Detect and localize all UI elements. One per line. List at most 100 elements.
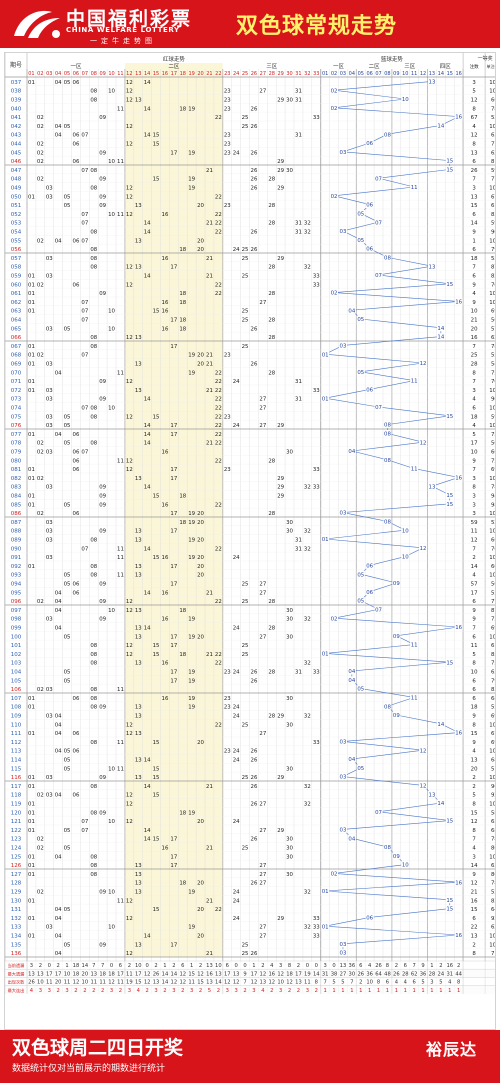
red-ball-number: 29 [277, 916, 284, 922]
prize-count-value: 15 [471, 203, 478, 209]
red-ball-number: 27 [259, 872, 266, 878]
prize-count-value: 8 [472, 661, 476, 667]
stat-value: 8 [315, 980, 318, 986]
period-label: 127 [11, 872, 22, 878]
blue-ball-marker [356, 597, 365, 604]
red-ball-number: 07 [81, 546, 88, 552]
period-label: 096 [11, 599, 22, 605]
red-ball-number: 10 [108, 889, 115, 895]
blue-ball-marker [321, 535, 330, 543]
prize-count-value: 9 [472, 617, 476, 623]
red-ball-number: 06 [73, 467, 80, 473]
red-ball-number: 01 [28, 282, 35, 288]
stat-value: 2 [243, 988, 246, 994]
red-ball-number: 23 [224, 467, 231, 473]
blue-ball-marker [356, 315, 365, 323]
red-ball-number: 10 [108, 212, 115, 218]
period-column-header: 期号 [10, 61, 22, 69]
red-ball-number: 24 [233, 625, 240, 631]
red-ball-number: 13 [135, 881, 142, 887]
prize-amount-value: 688 [491, 696, 495, 702]
red-ball-number: 19 [188, 617, 195, 623]
blue-ball-number: 05 [357, 599, 364, 605]
red-ball-number: 14 [144, 933, 151, 939]
blue-ball-number: 04 [348, 836, 355, 842]
red-ball-number: 13 [135, 203, 142, 209]
red-ball-number: 28 [268, 317, 275, 323]
red-ball-number: 01 [28, 432, 35, 438]
stat-value: 30 [349, 971, 356, 977]
stat-value: 5 [439, 980, 442, 986]
prize-count-value: 2 [472, 555, 475, 561]
blue-ball-number: 16 [455, 115, 462, 121]
blue-ball-number: 09 [393, 634, 400, 640]
red-ball-number: 19 [188, 696, 195, 702]
red-ball-number: 30 [286, 168, 293, 174]
stat-value: 1 [368, 988, 371, 994]
prize-count-value: 7 [472, 625, 475, 631]
stat-value: 27 [340, 971, 347, 977]
red-ball-number: 11 [117, 370, 124, 376]
period-label: 059 [11, 273, 22, 279]
red-ball-number: 27 [259, 828, 266, 834]
prize-amount-value: 760 [491, 546, 495, 552]
period-label: 047 [11, 168, 22, 174]
red-ball-number: 32 [304, 229, 311, 235]
red-ball-number: 12 [126, 731, 133, 737]
blue-ball-marker [410, 377, 419, 384]
red-ball-number: 24 [233, 247, 240, 253]
prize-count-value: 11 [471, 529, 478, 535]
blue-ball-number: 06 [366, 388, 373, 394]
red-ball-number: 19 [188, 370, 195, 376]
red-ball-number: 04 [55, 133, 62, 139]
prize-count-value: 7 [472, 467, 475, 473]
prize-count-value: 6 [472, 678, 476, 684]
red-ball-number: 12 [126, 212, 133, 218]
blue-ball-marker [392, 852, 401, 860]
red-ball-number: 31 [295, 229, 302, 235]
period-label: 115 [11, 766, 22, 772]
stat-value: 2 [359, 980, 362, 986]
red-ball-number: 08 [90, 89, 97, 95]
stat-value: 11 [99, 980, 106, 986]
red-ball-number: 12 [126, 458, 133, 464]
prize-amount-value: 692 [491, 309, 495, 315]
prize-amount-value: 825 [491, 898, 495, 904]
red-column-label: 07 [82, 71, 88, 77]
red-ball-number: 05 [64, 828, 71, 834]
prize-count-value: 9 [472, 300, 476, 306]
red-ball-number: 02 [37, 159, 44, 165]
prize-count-value: 8 [472, 801, 476, 807]
blue-ball-marker [383, 130, 392, 138]
prize-amount-value: 788 [491, 881, 495, 887]
blue-ball-number: 02 [331, 194, 338, 200]
stat-value: 1 [332, 988, 335, 994]
red-ball-number: 02 [37, 238, 44, 244]
period-label: 071 [11, 379, 22, 385]
red-ball-number: 15 [153, 652, 160, 658]
prize-amount-value: 787 [491, 344, 495, 350]
stat-value: 17 [224, 971, 231, 977]
red-ball-number: 08 [90, 185, 97, 191]
prize-amount-value: 661 [491, 449, 495, 455]
stat-value: 6 [386, 980, 389, 986]
red-ball-number: 26 [251, 185, 258, 191]
stat-value: 17 [251, 971, 258, 977]
red-ball-number: 14 [144, 397, 151, 403]
red-ball-number: 22 [215, 907, 222, 913]
red-ball-number: 03 [46, 449, 53, 455]
stat-value: 4 [270, 963, 274, 969]
blue-ball-marker [338, 342, 347, 349]
blue-ball-marker [356, 210, 365, 217]
red-ball-number: 14 [144, 546, 151, 552]
red-column-label: 08 [91, 71, 97, 77]
prize-amount-value: 926 [491, 916, 495, 922]
blue-ball-number: 12 [420, 546, 427, 552]
red-ball-number: 01 [28, 828, 35, 834]
stat-value: 13 [153, 980, 160, 986]
prize-count-value: 13 [471, 933, 478, 939]
red-ball-number: 27 [259, 933, 266, 939]
